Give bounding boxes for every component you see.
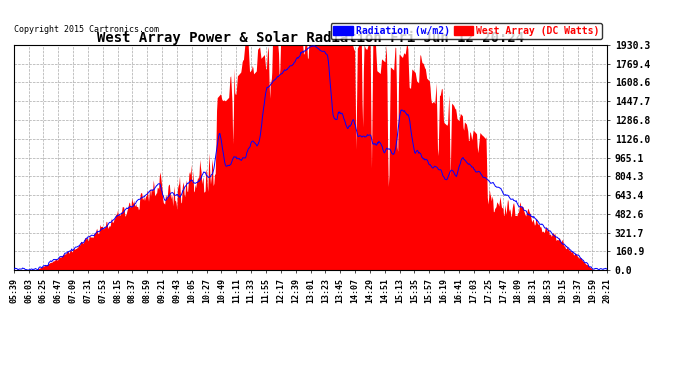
- Title: West Array Power & Solar Radiation Fri Jun 12 20:24: West Array Power & Solar Radiation Fri J…: [97, 31, 524, 45]
- Legend: Radiation (w/m2), West Array (DC Watts): Radiation (w/m2), West Array (DC Watts): [331, 23, 602, 39]
- Text: Copyright 2015 Cartronics.com: Copyright 2015 Cartronics.com: [14, 25, 159, 34]
